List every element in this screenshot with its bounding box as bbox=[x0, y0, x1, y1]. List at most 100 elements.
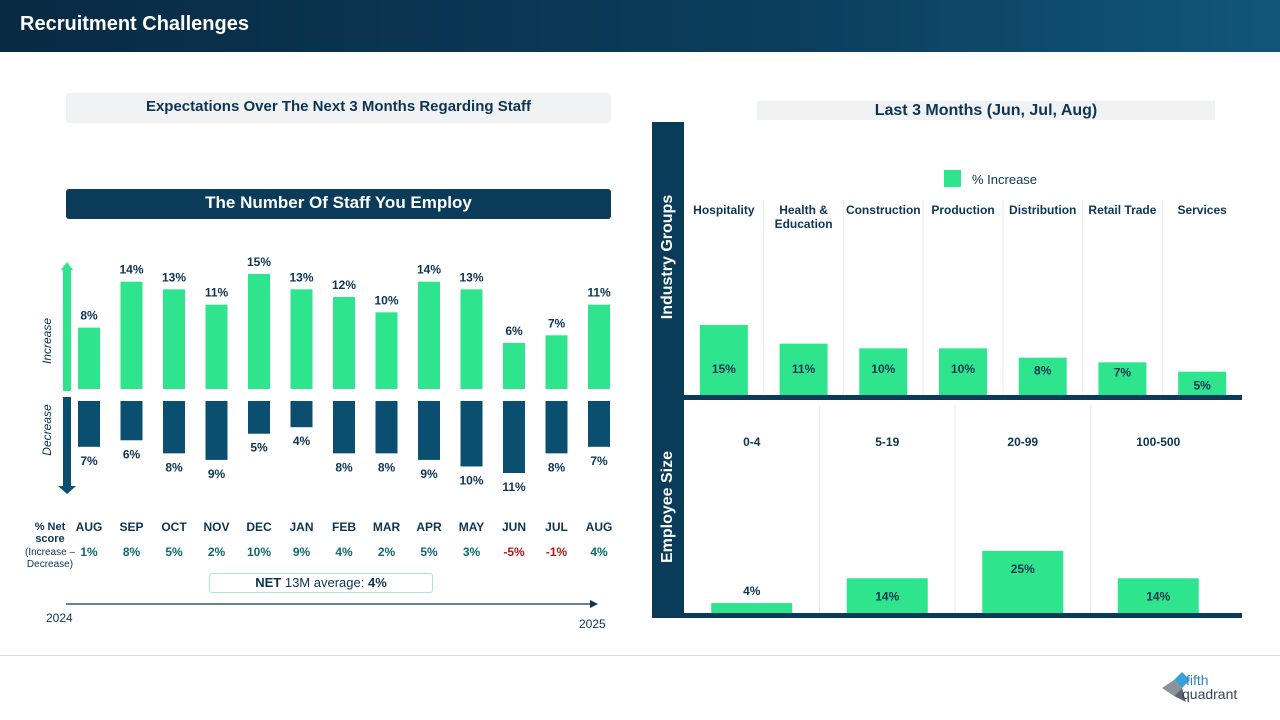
net-score-label: 8% bbox=[123, 545, 141, 559]
decrease-bar bbox=[375, 401, 398, 454]
decrease-value-label: 7% bbox=[80, 454, 98, 468]
increase-bar bbox=[120, 281, 143, 389]
industry-value-label: 10% bbox=[951, 362, 975, 376]
header-bar: Recruitment Challenges bbox=[0, 0, 1280, 52]
industry-category-label: Services bbox=[1177, 203, 1227, 217]
industry-bar bbox=[939, 348, 987, 395]
industry-baseline bbox=[684, 395, 1242, 400]
net-score-label: 9% bbox=[293, 545, 311, 559]
employee-value-label: 14% bbox=[875, 589, 899, 603]
decrease-value-label: 9% bbox=[208, 467, 226, 481]
employee-value-label: 25% bbox=[1011, 562, 1035, 576]
increase-bar bbox=[290, 289, 313, 389]
net-label-line3: (Increase – bbox=[25, 547, 75, 558]
decrease-value-label: 8% bbox=[335, 460, 353, 474]
timeline-arrowhead bbox=[590, 600, 598, 608]
industry-value-label: 10% bbox=[871, 362, 895, 376]
decrease-value-label: 10% bbox=[459, 473, 483, 487]
industry-category-label: Retail Trade bbox=[1088, 203, 1156, 217]
increase-bar bbox=[588, 304, 610, 389]
employee-category-label: 5-19 bbox=[875, 435, 899, 449]
decrease-bar bbox=[78, 401, 100, 447]
net-score-label: -1% bbox=[546, 545, 568, 559]
footer-divider bbox=[0, 655, 1280, 656]
industry-bar bbox=[779, 343, 828, 395]
industry-bar bbox=[1178, 371, 1227, 395]
net-score-label: 3% bbox=[463, 545, 481, 559]
employee-bar bbox=[982, 551, 1064, 613]
increase-value-label: 15% bbox=[247, 255, 271, 269]
industry-value-label: 8% bbox=[1034, 363, 1052, 377]
month-tick-label: NOV bbox=[203, 520, 229, 534]
industry-value-label: 7% bbox=[1114, 366, 1132, 380]
increase-value-label: 8% bbox=[80, 309, 98, 323]
increase-value-label: 14% bbox=[417, 263, 441, 277]
industry-category-label: Production bbox=[931, 203, 994, 217]
net-score-label: 4% bbox=[335, 545, 353, 559]
left-section-title: The Number Of Staff You Employ bbox=[66, 189, 611, 219]
decrease-value-label: 8% bbox=[165, 460, 183, 474]
month-tick-label: OCT bbox=[161, 520, 187, 534]
employee-baseline bbox=[684, 613, 1242, 618]
month-tick-label: SEP bbox=[119, 520, 143, 534]
net-score-label: 10% bbox=[247, 545, 271, 559]
employee-value-label: 14% bbox=[1146, 589, 1170, 603]
increase-value-label: 12% bbox=[332, 278, 356, 292]
logo-line2: quadrant bbox=[1182, 686, 1237, 702]
decrease-value-label: 7% bbox=[590, 454, 608, 468]
employee-bar bbox=[1117, 578, 1199, 613]
increase-bar bbox=[375, 312, 398, 389]
decrease-bar bbox=[290, 401, 313, 428]
decrease-bar bbox=[503, 401, 525, 473]
increase-bar bbox=[418, 281, 440, 389]
decrease-value-label: 11% bbox=[502, 480, 526, 494]
net-label-line2: score bbox=[35, 533, 64, 545]
month-tick-label: JUL bbox=[545, 520, 568, 534]
increase-bar bbox=[78, 327, 100, 389]
increase-bar bbox=[333, 297, 355, 389]
net-score-label: 5% bbox=[420, 545, 438, 559]
decrease-bar bbox=[545, 401, 568, 454]
net-score-label: 2% bbox=[208, 545, 226, 559]
decrease-value-label: 5% bbox=[250, 441, 268, 455]
decrease-value-label: 8% bbox=[378, 460, 396, 474]
industry-category-label: Education bbox=[775, 217, 833, 231]
industry-value-label: 11% bbox=[792, 362, 816, 376]
left-subtitle: Expectations Over The Next 3 Months Rega… bbox=[66, 93, 611, 123]
industry-value-label: 15% bbox=[712, 362, 736, 376]
net-label-line1: % Net bbox=[35, 521, 66, 533]
fifth-quadrant-logo: fifth quadrant bbox=[1162, 672, 1237, 702]
increase-value-label: 13% bbox=[459, 270, 483, 284]
industry-band bbox=[652, 122, 684, 398]
industry-category-label: Health & bbox=[779, 203, 828, 217]
decrease-value-label: 4% bbox=[293, 434, 311, 448]
net-score-label: 5% bbox=[165, 545, 183, 559]
increase-bar bbox=[163, 289, 185, 389]
net-label-line4: Decrease) bbox=[27, 559, 73, 570]
increase-value-label: 13% bbox=[162, 270, 186, 284]
decrease-value-label: 6% bbox=[123, 447, 141, 461]
month-tick-label: FEB bbox=[332, 520, 356, 534]
year-start: 2024 bbox=[46, 611, 73, 625]
month-tick-label: JAN bbox=[289, 520, 313, 534]
decrease-bar bbox=[418, 401, 440, 460]
industry-bar bbox=[699, 325, 748, 395]
decrease-bar bbox=[120, 401, 143, 441]
increase-bar bbox=[503, 343, 525, 389]
increase-bar bbox=[205, 304, 228, 389]
decrease-bar bbox=[205, 401, 228, 460]
decrease-bar bbox=[333, 401, 355, 454]
employee-category-label: 20-99 bbox=[1007, 435, 1038, 449]
month-tick-label: APR bbox=[416, 520, 442, 534]
decrease-arrow bbox=[58, 397, 76, 494]
month-tick-label: AUG bbox=[586, 520, 613, 534]
month-tick-label: JUN bbox=[502, 520, 526, 534]
industry-category-label: Distribution bbox=[1009, 203, 1076, 217]
right-subtitle: Last 3 Months (Jun, Jul, Aug) bbox=[757, 101, 1215, 120]
year-end: 2025 bbox=[579, 617, 606, 631]
month-tick-label: MAR bbox=[373, 520, 401, 534]
employee-value-label: 4% bbox=[743, 584, 761, 598]
increase-value-label: 10% bbox=[374, 293, 398, 307]
employee-category-label: 100-500 bbox=[1136, 435, 1180, 449]
